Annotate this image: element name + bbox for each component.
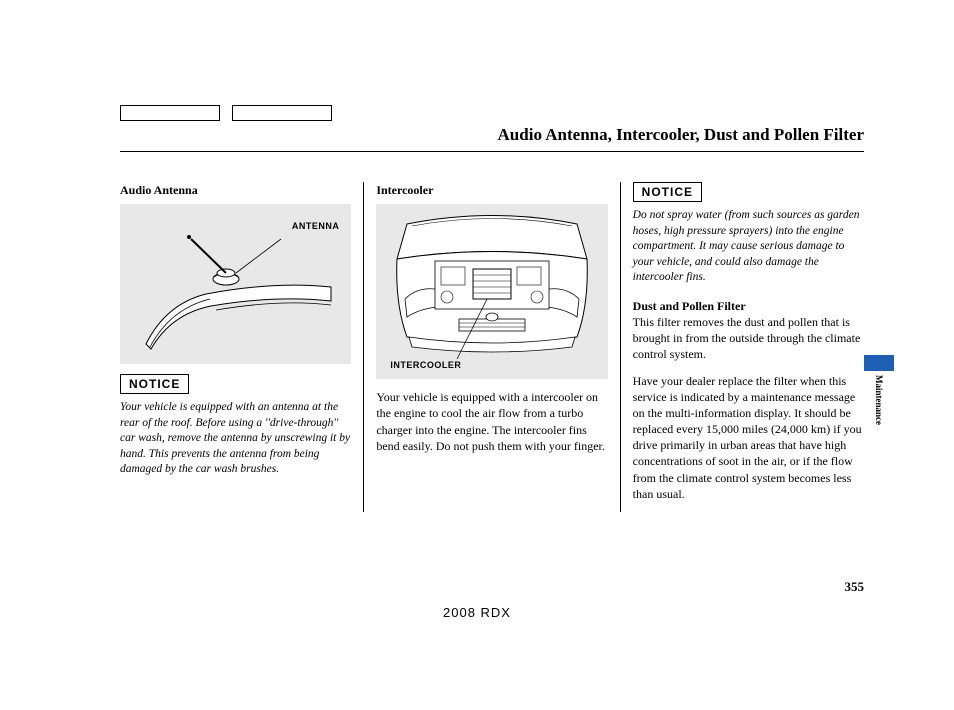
content-columns: Audio Antenna ANTENNA	[120, 182, 864, 512]
intercooler-body: Your vehicle is equipped with a intercoo…	[376, 389, 607, 454]
figure-antenna: ANTENNA	[120, 204, 351, 364]
column-audio-antenna: Audio Antenna ANTENNA	[120, 182, 364, 512]
tab-color-block	[864, 355, 894, 371]
page-title: Audio Antenna, Intercooler, Dust and Pol…	[120, 125, 864, 152]
notice-label-2: NOTICE	[633, 182, 702, 202]
placeholder-box-2	[232, 105, 332, 121]
heading-dust-pollen: Dust and Pollen Filter	[633, 298, 864, 314]
column-dust-pollen: NOTICE Do not spray water (from such sou…	[621, 182, 864, 512]
antenna-note: Your vehicle is equipped with an antenna…	[120, 400, 351, 478]
manual-page: Audio Antenna, Intercooler, Dust and Pol…	[0, 0, 954, 710]
placeholder-box-1	[120, 105, 220, 121]
footer-model: 2008 RDX	[0, 605, 954, 620]
intercooler-illustration	[387, 209, 597, 374]
dust-body-2: Have your dealer replace the filter when…	[633, 373, 864, 503]
figure-intercooler: INTERCOOLER	[376, 204, 607, 379]
tab-label: Maintenance	[874, 375, 884, 425]
spray-note: Do not spray water (from such sources as…	[633, 208, 864, 286]
top-placeholder-boxes	[120, 105, 332, 121]
notice-label-1: NOTICE	[120, 374, 189, 394]
callout-antenna: ANTENNA	[292, 220, 340, 232]
column-intercooler: Intercooler	[364, 182, 620, 512]
section-tab: Maintenance	[864, 355, 894, 425]
heading-audio-antenna: Audio Antenna	[120, 182, 351, 198]
heading-intercooler: Intercooler	[376, 182, 607, 198]
page-number: 355	[845, 579, 865, 595]
callout-intercooler: INTERCOOLER	[390, 359, 461, 371]
dust-body-1: This filter removes the dust and pollen …	[633, 314, 864, 363]
